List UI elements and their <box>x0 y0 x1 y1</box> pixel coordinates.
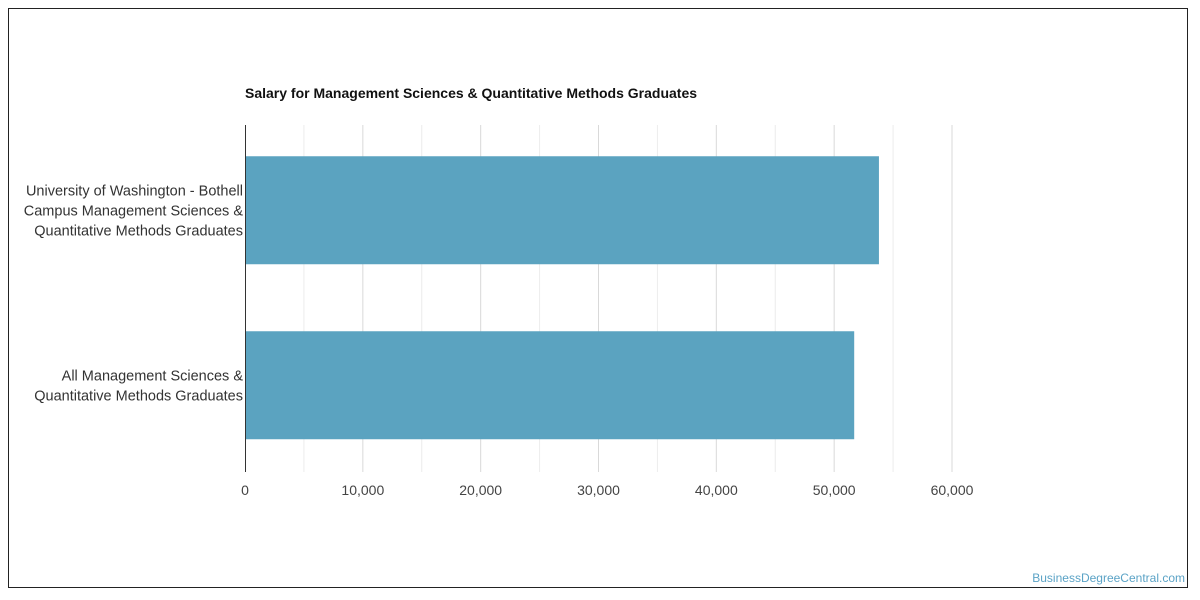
x-tick-label: 20,000 <box>459 482 502 498</box>
x-tick-label: 50,000 <box>813 482 856 498</box>
x-tick-label: 60,000 <box>931 482 974 498</box>
x-tick-label: 10,000 <box>341 482 384 498</box>
x-tick-label: 40,000 <box>695 482 738 498</box>
chart-title: Salary for Management Sciences & Quantit… <box>245 85 698 101</box>
bar <box>245 156 879 265</box>
x-tick-label: 30,000 <box>577 482 620 498</box>
watermark-link[interactable]: BusinessDegreeCentral.com <box>1032 571 1185 585</box>
y-category-label: University of Washington - Bothell Campus… <box>24 183 244 239</box>
y-category-label: All Management Sciences & Quantitative Me… <box>34 368 243 404</box>
bar <box>245 331 855 440</box>
x-tick-label: 0 <box>241 482 249 498</box>
